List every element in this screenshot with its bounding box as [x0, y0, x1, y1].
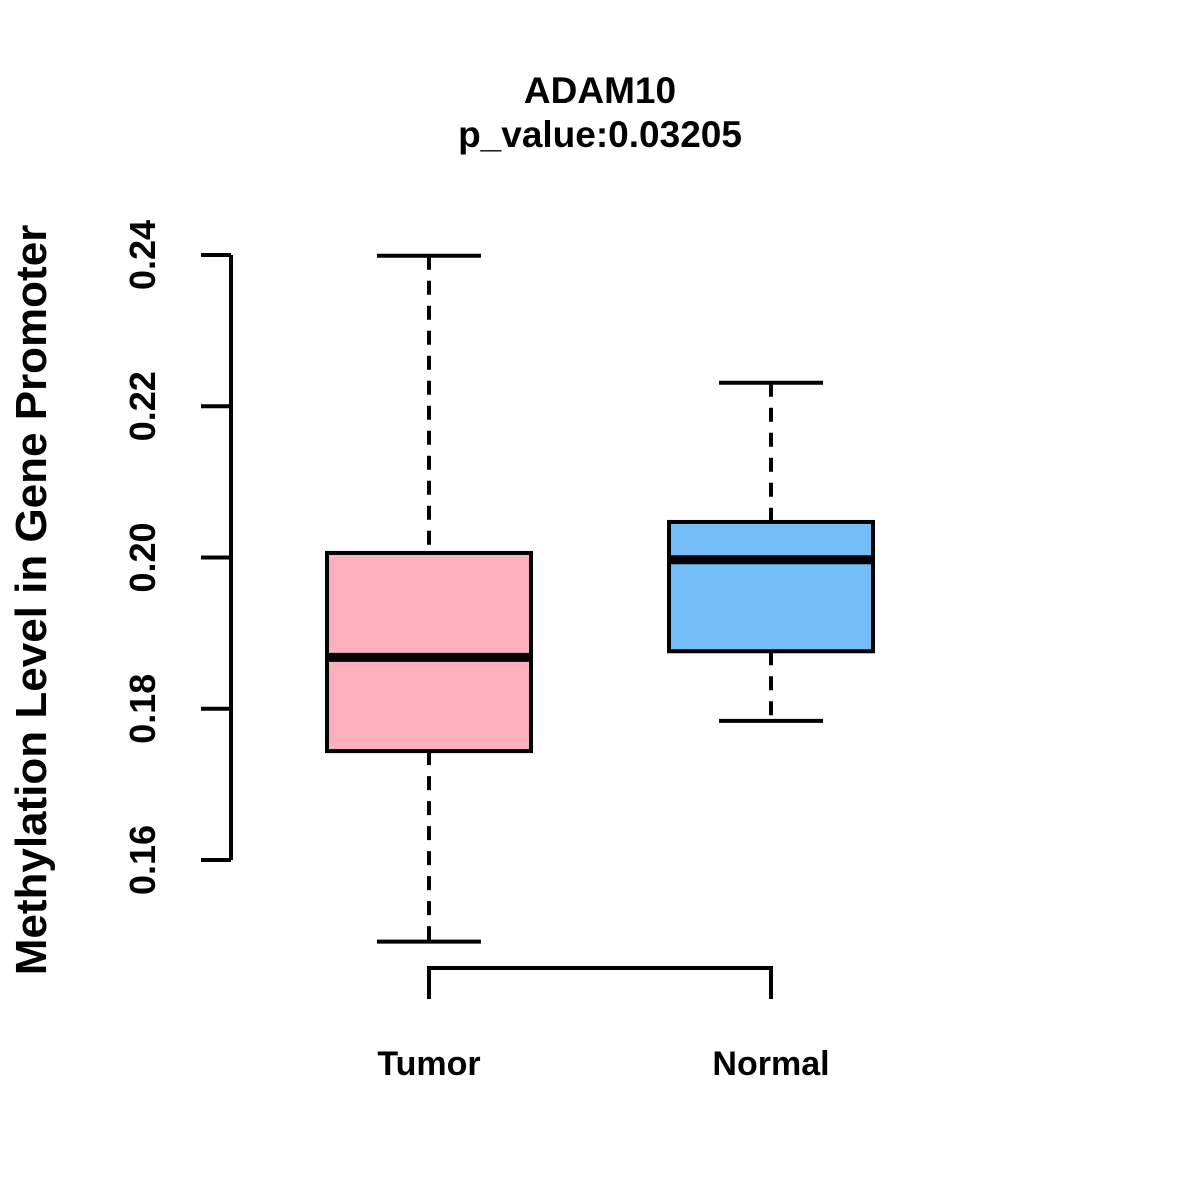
x-category-label-tumor: Tumor [377, 1045, 480, 1083]
y-tick-label-0.22: 0.22 [122, 371, 163, 441]
y-tick-label-0.24: 0.24 [122, 220, 163, 290]
plot-area: 0.16 0.18 0.20 0.22 0.24 Tumor Normal [122, 220, 875, 1083]
tumor-box [325, 550, 533, 754]
chart-title: ADAM10 [524, 70, 676, 111]
y-tick-label-0.16: 0.16 [122, 825, 163, 895]
y-tick-label-0.20: 0.20 [122, 522, 163, 592]
x-category-label-normal: Normal [712, 1045, 829, 1083]
y-tick-label-0.18: 0.18 [122, 674, 163, 744]
y-axis-title: Methylation Level in Gene Promoter [7, 225, 56, 976]
chart-subtitle-pvalue: p_value:0.03205 [458, 114, 742, 155]
comparison-bracket [427, 966, 773, 999]
normal-box [667, 519, 875, 654]
